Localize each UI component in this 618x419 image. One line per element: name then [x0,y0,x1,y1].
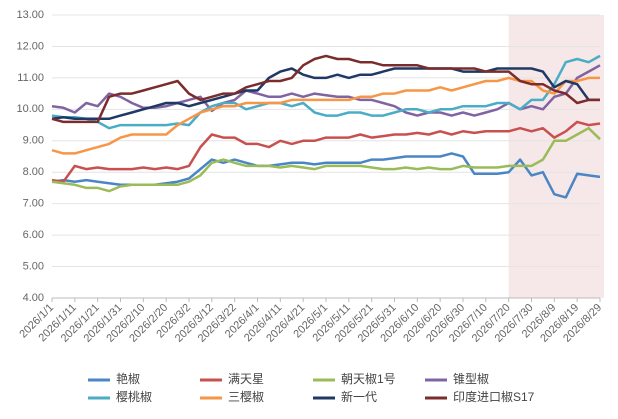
legend-item: 艳椒 [88,371,140,386]
series-line [51,120,601,183]
legend-label: 满天星 [228,372,264,386]
legend-item: 锥型椒 [425,372,489,386]
legend-item: 满天星 [200,372,264,386]
series-line [51,54,600,124]
legend-item: 印度进口椒S17 [425,389,535,404]
legend-item: 樱桃椒 [88,389,152,404]
y-tick-label: 7.00 [23,198,44,210]
legend-label: 三樱椒 [228,389,264,404]
highlight-region [508,15,604,298]
legend-label: 锥型椒 [453,372,489,386]
legend-item: 朝天椒1号 [313,372,396,386]
y-tick-label: 4.00 [23,292,44,304]
y-tick-label: 10.00 [16,103,44,115]
y-tick-label: 8.00 [23,166,44,178]
y-tick-label: 13.00 [16,9,44,21]
series-line [51,67,600,121]
series-line [51,54,601,130]
y-tick-label: 5.00 [23,260,44,272]
legend-label: 艳椒 [116,371,140,386]
legend-label: 朝天椒1号 [341,372,396,386]
y-tick-label: 12.00 [16,40,44,52]
y-tick-label: 9.00 [23,135,44,147]
legend-label: 樱桃椒 [116,389,152,404]
legend-label: 新一代 [341,389,377,404]
y-tick-label: 11.00 [17,72,44,84]
series-line [51,76,600,155]
legend-item: 新一代 [313,389,377,404]
legend-label: 印度进口椒S17 [453,389,535,404]
legend-item: 三樱椒 [200,389,264,404]
series-line [51,126,601,193]
y-tick-label: 6.00 [23,229,44,241]
